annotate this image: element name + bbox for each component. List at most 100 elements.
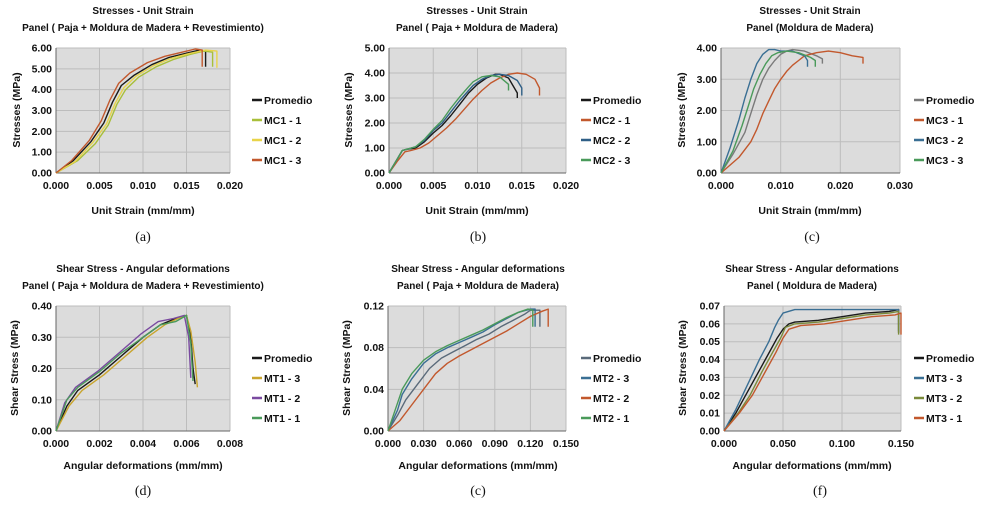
y-tick-label: 3.00 — [697, 74, 718, 86]
y-tick-label: 0.07 — [700, 301, 721, 313]
y-tick-label: 0.03 — [700, 372, 721, 384]
x-tick-label: 0.120 — [517, 438, 543, 450]
y-tick-label: 0.08 — [364, 342, 385, 354]
y-axis-label: Stresses (MPa) — [343, 72, 355, 147]
x-axis-label: Unit Strain (mm/mm) — [758, 205, 861, 217]
x-tick-label: 0.100 — [829, 438, 855, 450]
chart-subtitle: Panel (Moldura de Madera) — [746, 23, 873, 34]
legend: Promedio MT1 - 3 MT1 - 2 MT1 - 1 — [252, 353, 312, 425]
x-tick-label: 0.000 — [43, 438, 69, 450]
chart-title: Stresses - Unit Strain — [759, 6, 860, 17]
series-line-mt3-1 — [723, 312, 902, 432]
panel-caption: (b) — [470, 230, 487, 245]
chart-panel-e: 0.00 0.04 0.08 0.12 0.000 0.030 0.060 0.090 0.12… — [341, 264, 641, 499]
x-tick-label: 0.000 — [708, 180, 734, 192]
legend: Promedio MC3 - 1 MC3 - 2 MC3 - 3 — [914, 95, 974, 167]
y-tick-label: 0.00 — [32, 168, 53, 180]
y-tick-label: 2.00 — [365, 118, 386, 130]
x-tick-label: 0.008 — [217, 438, 243, 450]
legend: Promedio MT2 - 3 MT2 - 2 MT2 - 1 — [581, 353, 641, 425]
x-tick-label: 0.020 — [217, 180, 243, 192]
chart-panel-c: 0.00 1.00 2.00 3.00 4.00 0.000 0.010 0.020 0.030… — [676, 6, 974, 245]
y-tick-label: 5.00 — [32, 63, 53, 75]
x-tick-label: 0.030 — [887, 180, 913, 192]
x-tick-label: 0.030 — [410, 438, 436, 450]
legend: Promedio MT3 - 3 MT3 - 2 MT3 - 1 — [914, 353, 974, 425]
legend-entry: MC2 - 3 — [593, 155, 631, 167]
series-line-mc3-2 — [720, 48, 809, 174]
chart-title: Stresses - Unit Strain — [92, 6, 193, 17]
y-tick-label: 0.06 — [700, 318, 721, 330]
chart-title: Shear Stress - Angular deformations — [56, 264, 230, 275]
y-tick-label: 4.00 — [32, 84, 53, 96]
x-tick-label: 0.000 — [711, 438, 737, 450]
y-tick-label: 4.00 — [365, 68, 386, 80]
legend-entry: MC1 - 2 — [264, 135, 302, 147]
y-axis-label: Stresses (MPa) — [676, 72, 688, 147]
series-line-promedio — [723, 308, 900, 432]
y-tick-label: 0.20 — [32, 363, 53, 375]
x-tick-label: 0.015 — [509, 180, 535, 192]
y-axis-label: Stresses (MPa) — [11, 72, 23, 147]
x-tick-label: 0.004 — [130, 438, 156, 450]
chart-title: Shear Stress - Angular deformations — [391, 264, 565, 275]
legend-entry: MC1 - 3 — [264, 155, 302, 167]
y-tick-label: 0.30 — [32, 332, 53, 344]
y-axis-label: Shear Stress (MPa) — [9, 320, 21, 416]
series-line-mc1-3 — [55, 48, 203, 174]
series-line-mt2-1 — [387, 308, 534, 432]
y-tick-label: 0.04 — [364, 384, 385, 396]
series-line-mc2-1 — [388, 72, 541, 174]
legend-entry: MT1 - 2 — [264, 393, 300, 405]
series-line-mc1-2 — [55, 49, 218, 174]
legend-entry: Promedio — [926, 353, 974, 365]
legend-entry: Promedio — [593, 95, 641, 107]
x-tick-label: 0.005 — [420, 180, 446, 192]
y-axis-label: Shear Stress (MPa) — [341, 320, 353, 416]
series-line-mt3-2 — [723, 310, 900, 432]
y-tick-label: 0.00 — [700, 426, 721, 438]
panel-caption: (d) — [135, 484, 152, 499]
x-tick-label: 0.020 — [553, 180, 579, 192]
chart-subtitle: Panel ( Paja + Moldura de Madera + Reves… — [22, 281, 264, 292]
y-tick-label: 0.00 — [365, 168, 386, 180]
x-tick-label: 0.000 — [375, 438, 401, 450]
x-tick-label: 0.010 — [130, 180, 156, 192]
chart-panel-d: 0.00 0.10 0.20 0.30 0.40 0.000 0.002 0.004 0.006… — [9, 264, 312, 499]
chart-panel-a: 0.00 1.00 2.00 3.00 4.00 5.00 6.00 0.000 0.005 0.… — [11, 6, 312, 245]
y-tick-label: 4.00 — [697, 43, 718, 55]
y-tick-label: 6.00 — [32, 43, 53, 55]
legend-entry: MC2 - 2 — [593, 135, 631, 147]
panel-caption: (f) — [813, 484, 827, 499]
chart-subtitle: Panel ( Paja + Moldura de Madera) — [396, 23, 558, 34]
legend-entry: MC2 - 1 — [593, 115, 631, 127]
chart-subtitle: Panel ( Paja + Moldura de Madera) — [397, 281, 559, 292]
series-line-mt1-1 — [55, 314, 194, 432]
legend-entry: Promedio — [926, 95, 974, 107]
legend-entry: MC3 - 2 — [926, 135, 964, 147]
legend-entry: MC3 - 1 — [926, 115, 964, 127]
legend-entry: MT3 - 1 — [926, 413, 962, 425]
panel-caption: (c) — [470, 484, 486, 499]
y-axis-label: Shear Stress (MPa) — [677, 320, 689, 416]
legend-entry: Promedio — [593, 353, 641, 365]
y-tick-label: 0.00 — [32, 426, 53, 438]
chart-subtitle: Panel ( Paja + Moldura de Madera + Reves… — [22, 23, 264, 34]
series-line-mt3-3 — [723, 308, 900, 432]
y-tick-label: 1.00 — [365, 143, 386, 155]
series-line-mc3-3 — [720, 50, 816, 174]
x-tick-label: 0.000 — [43, 180, 69, 192]
x-tick-label: 0.010 — [464, 180, 490, 192]
x-axis-label: Angular deformations (mm/mm) — [63, 460, 222, 472]
x-tick-label: 0.020 — [827, 180, 853, 192]
plot-area — [724, 306, 901, 431]
series-line-mt1-2 — [55, 314, 192, 432]
legend-entry: MT1 - 3 — [264, 373, 300, 385]
legend-entry: Promedio — [264, 353, 312, 365]
x-tick-label: 0.010 — [768, 180, 794, 192]
y-tick-label: 0.02 — [700, 390, 721, 402]
x-axis-label: Angular deformations (mm/mm) — [732, 460, 891, 472]
legend-entry: MT2 - 3 — [593, 373, 629, 385]
x-axis-label: Unit Strain (mm/mm) — [425, 205, 528, 217]
legend-entry: Promedio — [264, 95, 312, 107]
